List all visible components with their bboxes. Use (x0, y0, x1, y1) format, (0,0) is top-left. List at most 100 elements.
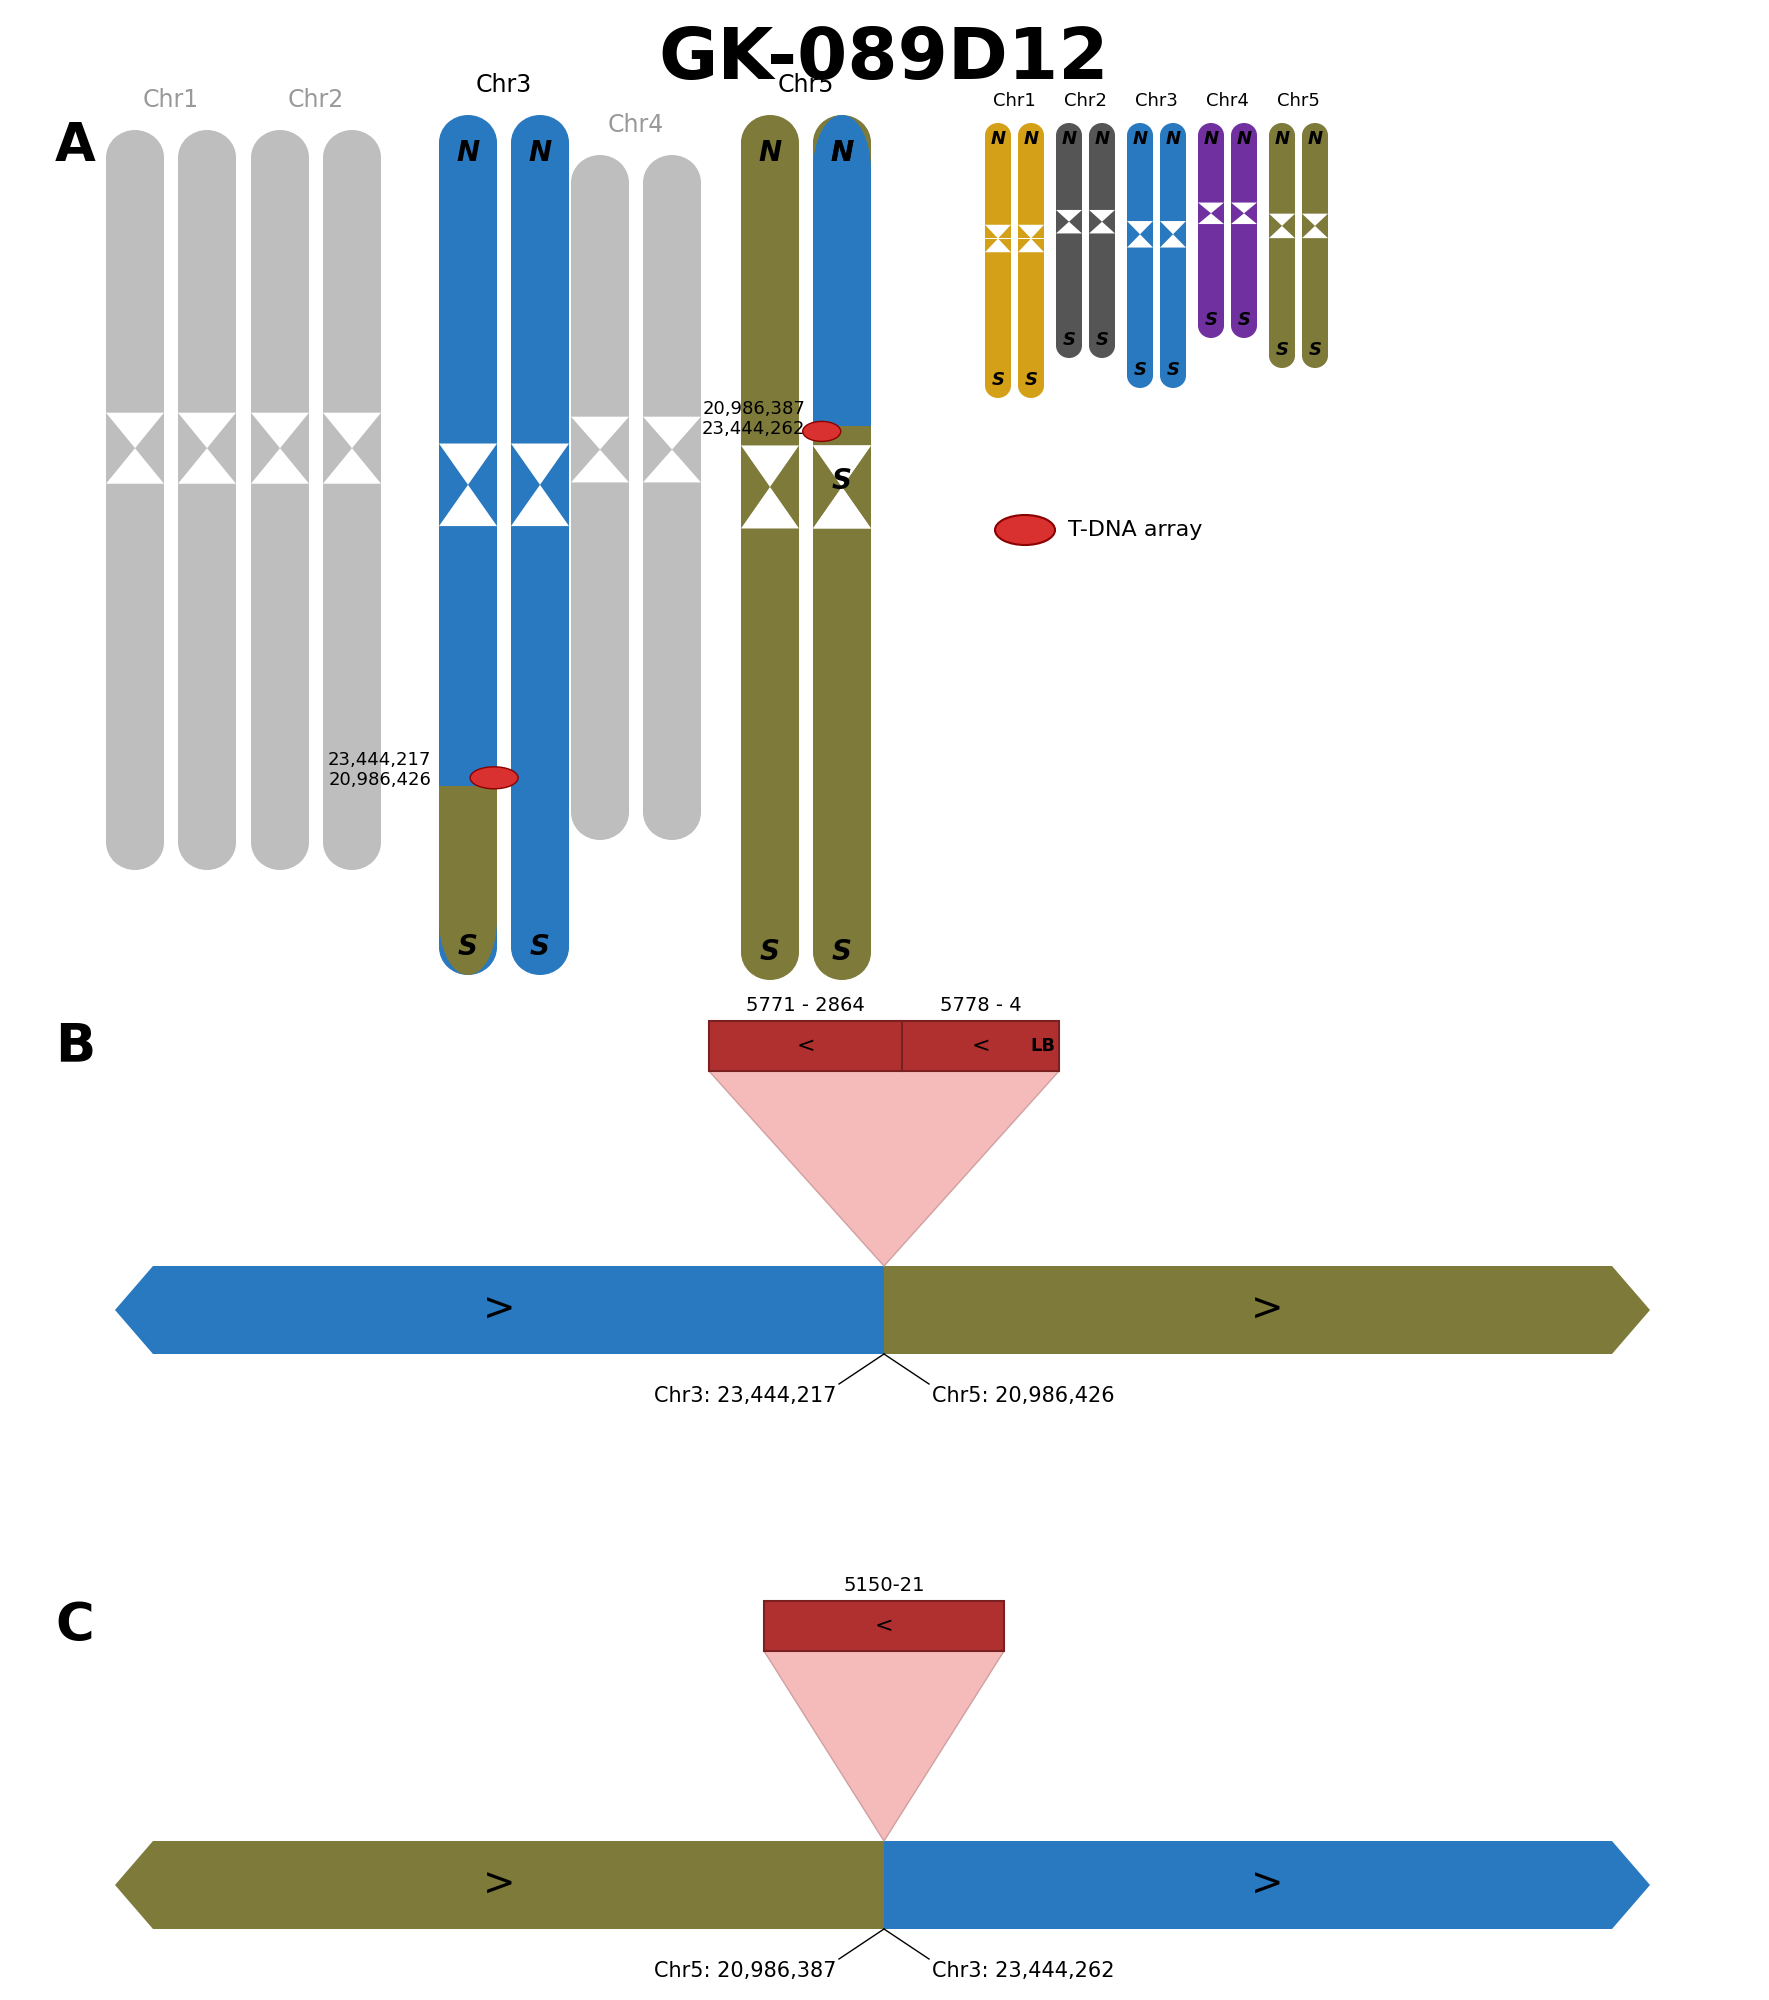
Polygon shape (642, 450, 701, 482)
Polygon shape (439, 484, 497, 526)
Text: 5150-21: 5150-21 (844, 1576, 925, 1596)
Bar (814, 142, 870, 486)
Bar (1268, 226, 1295, 356)
Bar (1198, 214, 1224, 326)
Polygon shape (1160, 234, 1185, 248)
Text: N: N (1132, 130, 1148, 148)
Ellipse shape (251, 814, 310, 870)
Polygon shape (1056, 222, 1083, 234)
Ellipse shape (741, 114, 800, 170)
Bar (1160, 234, 1185, 376)
Text: B: B (55, 1020, 96, 1072)
Ellipse shape (1017, 374, 1044, 398)
Ellipse shape (439, 114, 497, 170)
Text: Chr3: 23,444,217: Chr3: 23,444,217 (653, 1386, 837, 1406)
Text: Chr5: Chr5 (1277, 92, 1320, 110)
Ellipse shape (1198, 314, 1224, 338)
Polygon shape (985, 224, 1012, 238)
Bar (439, 786, 497, 920)
Text: S: S (1095, 330, 1109, 348)
Bar (741, 142, 800, 486)
Polygon shape (884, 1840, 1650, 1928)
Polygon shape (179, 412, 235, 448)
Bar (324, 158, 380, 448)
Text: N: N (1203, 130, 1219, 148)
Ellipse shape (1231, 124, 1258, 148)
Polygon shape (1231, 202, 1258, 214)
Ellipse shape (1090, 334, 1114, 358)
Text: N: N (1307, 130, 1323, 148)
Ellipse shape (642, 784, 701, 840)
Polygon shape (106, 448, 165, 484)
Ellipse shape (1127, 364, 1153, 388)
Text: 5771 - 2864: 5771 - 2864 (747, 996, 865, 1016)
Polygon shape (115, 1266, 884, 1354)
Text: C: C (55, 1600, 94, 1652)
Text: Chr1: Chr1 (992, 92, 1037, 110)
Text: >: > (483, 1292, 517, 1328)
Polygon shape (814, 446, 870, 486)
Bar (1231, 136, 1258, 214)
Ellipse shape (439, 864, 497, 976)
Text: N: N (1274, 130, 1290, 148)
Bar (1160, 136, 1185, 234)
Bar (1056, 136, 1083, 222)
Text: 5778 - 4: 5778 - 4 (939, 996, 1021, 1016)
Bar (106, 448, 165, 842)
Polygon shape (741, 486, 800, 528)
Polygon shape (1090, 222, 1114, 234)
Polygon shape (1017, 224, 1044, 238)
Polygon shape (814, 446, 870, 486)
Bar (511, 484, 570, 948)
Ellipse shape (1198, 124, 1224, 148)
Polygon shape (324, 448, 380, 484)
Polygon shape (251, 448, 310, 484)
Text: Chr5: Chr5 (778, 72, 835, 96)
Text: Chr3: Chr3 (1136, 92, 1178, 110)
Ellipse shape (642, 156, 701, 210)
Bar (1017, 238, 1044, 386)
Ellipse shape (1302, 124, 1329, 148)
Ellipse shape (324, 130, 380, 186)
Text: S: S (831, 468, 853, 496)
Ellipse shape (106, 814, 165, 870)
Ellipse shape (324, 814, 380, 870)
Polygon shape (884, 1266, 1650, 1354)
Bar (642, 450, 701, 812)
Text: N: N (991, 130, 1005, 148)
Text: N: N (1237, 130, 1251, 148)
Text: Chr3: 23,444,262: Chr3: 23,444,262 (932, 1960, 1114, 1980)
Text: S: S (761, 938, 780, 966)
Text: N: N (759, 140, 782, 168)
Bar (1302, 136, 1329, 226)
Text: T-DNA array: T-DNA array (1068, 520, 1203, 540)
Bar (571, 182, 630, 450)
Polygon shape (1160, 222, 1185, 234)
Polygon shape (106, 412, 165, 448)
Text: S: S (1063, 330, 1076, 348)
Ellipse shape (511, 114, 570, 170)
Bar (1302, 226, 1329, 356)
Polygon shape (511, 484, 570, 526)
Text: 20,986,426: 20,986,426 (327, 770, 432, 788)
Polygon shape (324, 412, 380, 448)
Polygon shape (1198, 214, 1224, 224)
Bar (251, 158, 310, 448)
Polygon shape (814, 486, 870, 528)
Bar (179, 158, 235, 448)
Bar (179, 448, 235, 842)
Bar (439, 142, 497, 484)
Polygon shape (814, 486, 870, 528)
Bar (642, 182, 701, 450)
Text: <: < (796, 1036, 816, 1056)
Text: >: > (1251, 1292, 1283, 1328)
Ellipse shape (1056, 334, 1083, 358)
Polygon shape (571, 416, 630, 450)
Polygon shape (1198, 202, 1224, 214)
Polygon shape (642, 416, 701, 450)
Ellipse shape (1160, 364, 1185, 388)
Bar (741, 486, 800, 952)
Polygon shape (764, 1652, 1005, 1840)
Text: N: N (456, 140, 479, 168)
Text: Chr2: Chr2 (1065, 92, 1107, 110)
